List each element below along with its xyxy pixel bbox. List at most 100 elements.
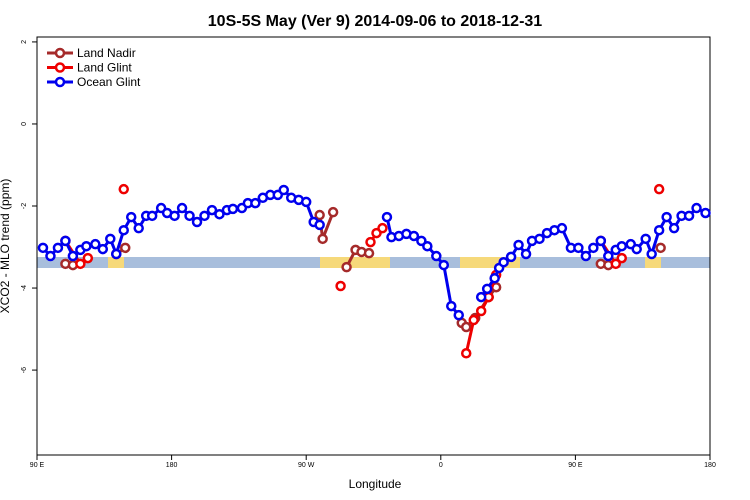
point	[327, 206, 339, 218]
point	[573, 242, 584, 254]
point	[595, 235, 607, 247]
y-tick-label: -6	[21, 367, 28, 373]
land-strip	[460, 257, 520, 268]
point	[169, 210, 180, 222]
map-strip	[37, 257, 710, 268]
point	[133, 222, 144, 234]
point	[60, 235, 71, 247]
point	[460, 321, 472, 333]
point	[646, 248, 657, 260]
point	[377, 222, 388, 234]
point	[111, 248, 122, 260]
x-tick-label: 180	[704, 462, 716, 469]
point	[317, 233, 328, 245]
y-tick-label: 2	[21, 40, 28, 44]
point	[97, 243, 109, 255]
point	[655, 242, 666, 254]
point	[481, 283, 493, 295]
point	[206, 204, 218, 216]
y-tick-label: -2	[21, 203, 28, 209]
point	[489, 272, 500, 284]
x-tick-label: 90 E	[30, 462, 45, 469]
point	[631, 243, 642, 255]
point	[125, 211, 137, 223]
point	[616, 240, 628, 252]
point	[82, 252, 94, 264]
point	[460, 348, 472, 359]
point	[191, 216, 203, 228]
point	[365, 236, 376, 248]
point	[498, 256, 509, 268]
series	[60, 206, 666, 333]
legend-label: Land Nadir	[77, 46, 136, 60]
point	[653, 224, 665, 236]
land-strip	[108, 257, 124, 268]
legend-label: Ocean Glint	[77, 75, 141, 89]
point	[438, 259, 450, 271]
point	[300, 196, 312, 208]
point	[653, 183, 665, 195]
point	[118, 183, 129, 195]
point	[363, 247, 375, 259]
point	[45, 250, 56, 262]
land-strip	[320, 257, 390, 268]
point	[90, 238, 101, 250]
point	[668, 222, 680, 234]
point	[37, 242, 49, 254]
point	[588, 242, 599, 254]
point	[341, 261, 352, 273]
point	[199, 210, 210, 222]
series	[37, 184, 711, 321]
chart-title: 10S-5S May (Ver 9) 2014-09-06 to 2018-12…	[208, 13, 543, 30]
land-strip	[645, 257, 661, 268]
x-axis-label: Longitude	[349, 477, 402, 491]
legend-label: Land Glint	[77, 61, 132, 75]
x-tick-label: 180	[166, 462, 178, 469]
point	[67, 250, 79, 262]
point	[468, 314, 479, 326]
point	[700, 207, 711, 219]
point	[505, 251, 517, 263]
point	[640, 233, 651, 245]
point	[610, 258, 622, 270]
point	[616, 252, 628, 264]
point	[691, 202, 702, 214]
point	[227, 203, 239, 215]
point	[105, 233, 116, 245]
point	[278, 184, 290, 196]
point	[556, 222, 568, 234]
legend-marker	[54, 47, 66, 59]
point	[250, 197, 261, 209]
y-axis-label: XCO2 - MLO trend (ppm)	[0, 179, 12, 314]
point	[184, 210, 195, 222]
point	[381, 211, 393, 223]
y-tick-label: 0	[21, 122, 28, 126]
point	[118, 224, 129, 236]
point	[534, 233, 545, 245]
x-tick-label: 90 W	[298, 462, 315, 469]
point	[453, 309, 464, 321]
point	[603, 250, 614, 262]
point	[520, 248, 532, 260]
point	[75, 258, 86, 270]
point	[214, 208, 225, 220]
y-tick-label: -4	[21, 285, 28, 291]
point	[475, 291, 487, 303]
point	[422, 240, 433, 252]
point	[408, 230, 420, 242]
point	[146, 210, 158, 222]
point	[513, 239, 524, 251]
point	[446, 300, 457, 312]
plot-frame	[36, 36, 711, 456]
point	[119, 242, 131, 254]
x-tick-label: 0	[439, 462, 443, 469]
point	[81, 240, 92, 252]
point	[475, 305, 487, 317]
point	[335, 280, 346, 292]
point	[52, 242, 64, 254]
point	[661, 211, 672, 223]
legend-marker	[54, 62, 66, 73]
legend-marker	[54, 76, 66, 88]
